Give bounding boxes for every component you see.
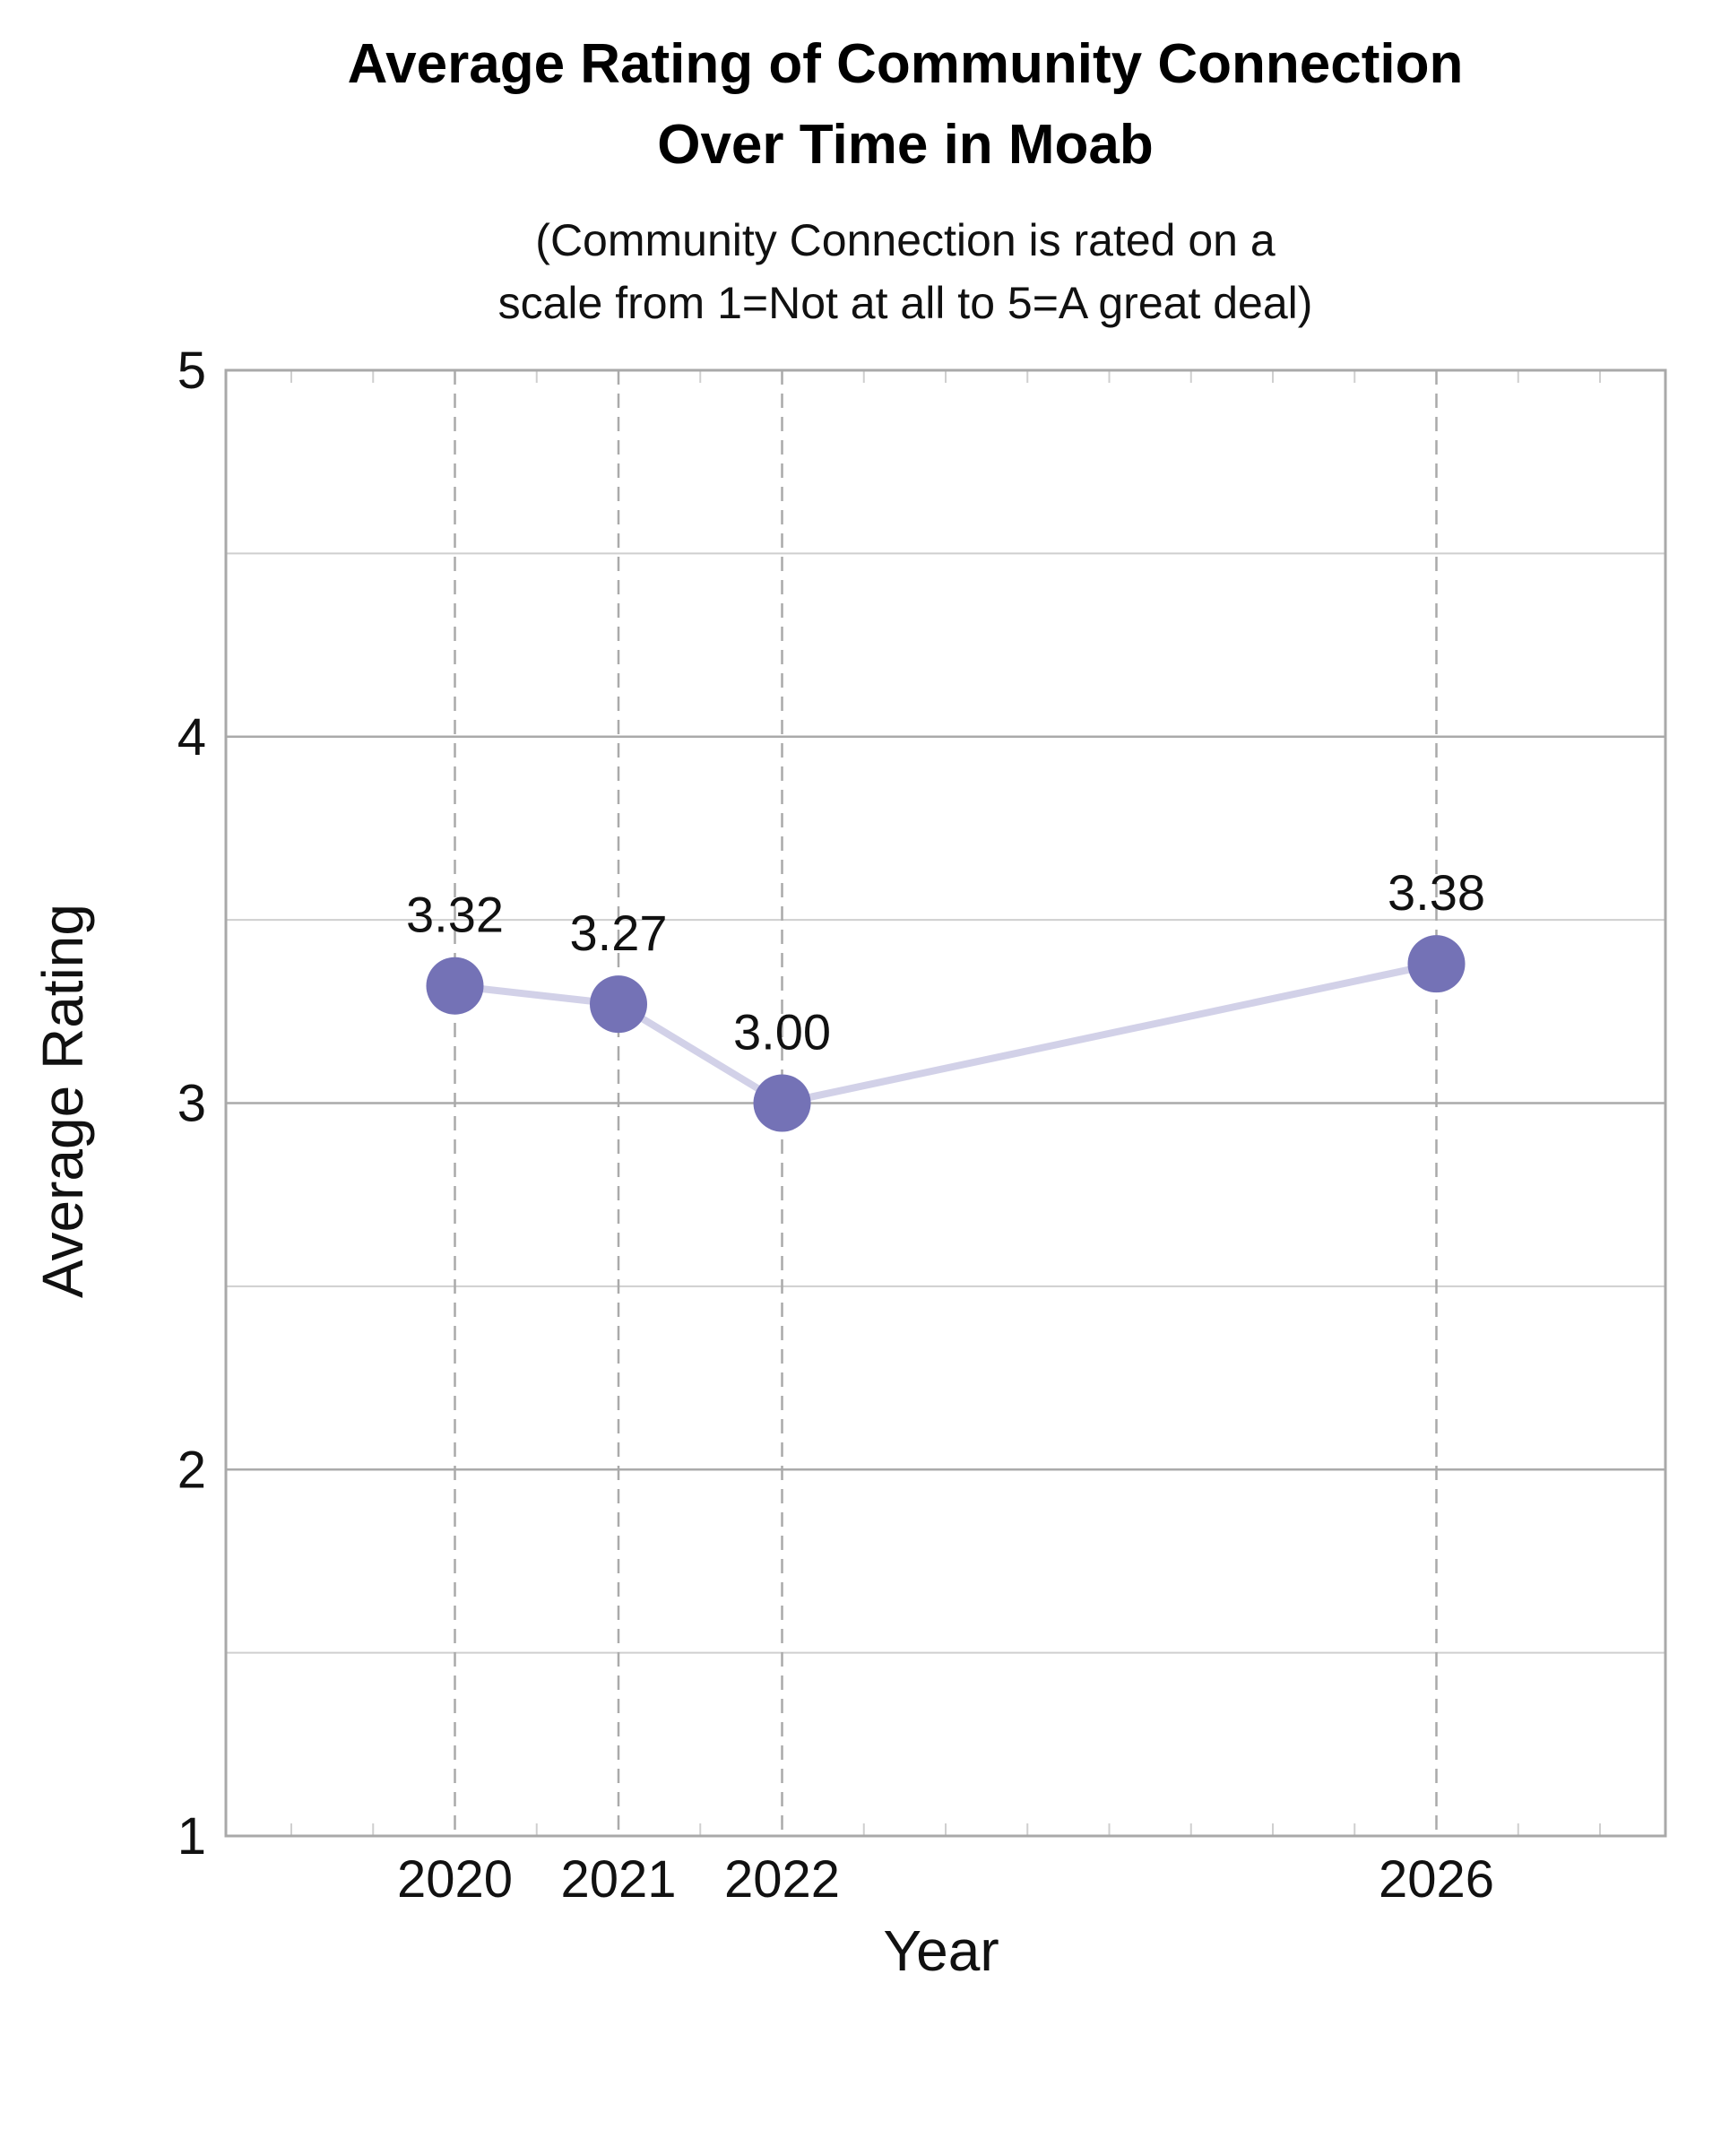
data-point	[426, 957, 484, 1015]
chart-subtitle-line-1: (Community Connection is rated on a	[535, 215, 1276, 265]
data-points	[426, 935, 1466, 1132]
chart-title-line-2: Over Time in Moab	[657, 114, 1154, 176]
data-label: 3.00	[733, 1004, 831, 1061]
series-line-layer	[451, 960, 1440, 1107]
axis-ticks: 1 2 3 4 5 2020 2021 2022 2026	[177, 342, 1494, 1909]
data-point	[753, 1074, 811, 1132]
x-axis-label: Year	[883, 1918, 999, 1983]
y-axis-label: Average Rating	[30, 904, 95, 1298]
plot-frame	[224, 368, 1667, 1838]
data-label: 3.38	[1388, 864, 1485, 921]
grid-lines	[224, 368, 1667, 1838]
data-point	[590, 975, 647, 1034]
data-labels: 3.32 3.27 3.00 3.38	[406, 864, 1485, 1060]
y-tick-label: 4	[177, 708, 206, 766]
chart-title-line-1: Average Rating of Community Connection	[348, 33, 1464, 95]
data-label: 3.27	[570, 905, 668, 961]
x-tick-label: 2026	[1379, 1850, 1494, 1909]
y-tick-label: 2	[177, 1441, 206, 1499]
x-tick-label: 2021	[560, 1850, 676, 1909]
series-line	[451, 960, 1440, 1107]
y-tick-label: 1	[177, 1807, 206, 1866]
chart-subtitle-line-2: scale from 1=Not at all to 5=A great dea…	[498, 278, 1313, 328]
x-tick-label: 2020	[397, 1850, 513, 1909]
x-tick-label: 2022	[724, 1850, 840, 1909]
data-point	[1407, 935, 1466, 993]
data-label: 3.32	[406, 887, 504, 943]
y-tick-label: 5	[177, 342, 206, 400]
y-tick-label: 3	[177, 1075, 206, 1133]
